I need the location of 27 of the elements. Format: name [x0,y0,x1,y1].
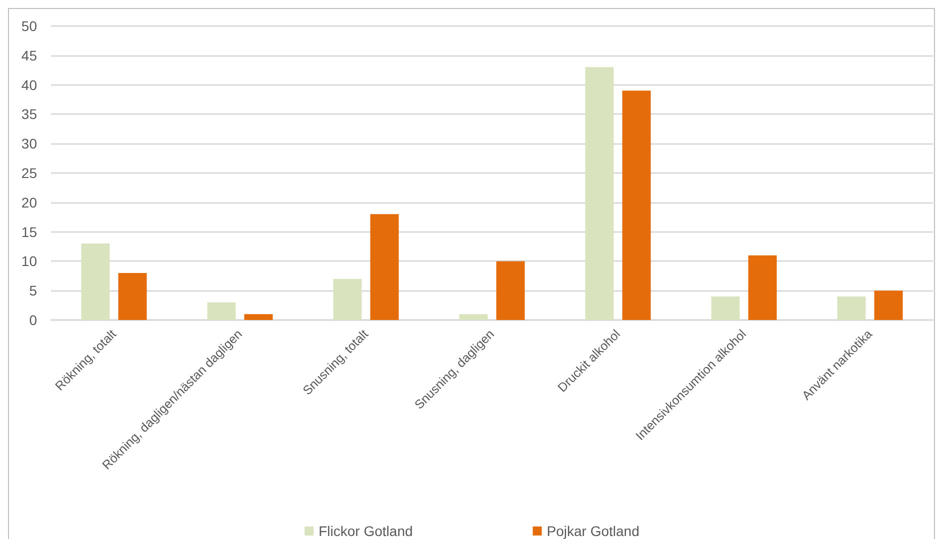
y-tick-label: 20 [21,194,38,210]
bar [622,90,651,320]
y-tick-label: 35 [21,106,38,122]
bar [118,272,147,320]
y-tick-label: 0 [29,312,38,328]
bar [874,290,903,320]
bar [748,255,777,320]
bar [711,296,740,320]
y-tick-label: 40 [21,76,38,93]
bar [585,67,614,320]
bar [459,314,488,320]
y-tick-label: 50 [21,18,38,34]
y-tick-label: 25 [21,165,38,181]
bar [207,302,236,320]
y-tick-label: 15 [21,224,38,240]
y-tick-label: 10 [21,253,38,270]
bar [496,261,525,320]
y-tick-label: 45 [21,47,38,64]
bar [370,214,399,320]
bar [333,278,362,320]
legend-label: Flickor Gotland [318,523,413,539]
y-tick-label: 30 [21,136,38,152]
bar [244,314,273,320]
bar [837,296,866,320]
legend-label: Pojkar Gotland [546,523,640,539]
y-tick-label: 5 [29,282,38,299]
bar [81,244,110,320]
